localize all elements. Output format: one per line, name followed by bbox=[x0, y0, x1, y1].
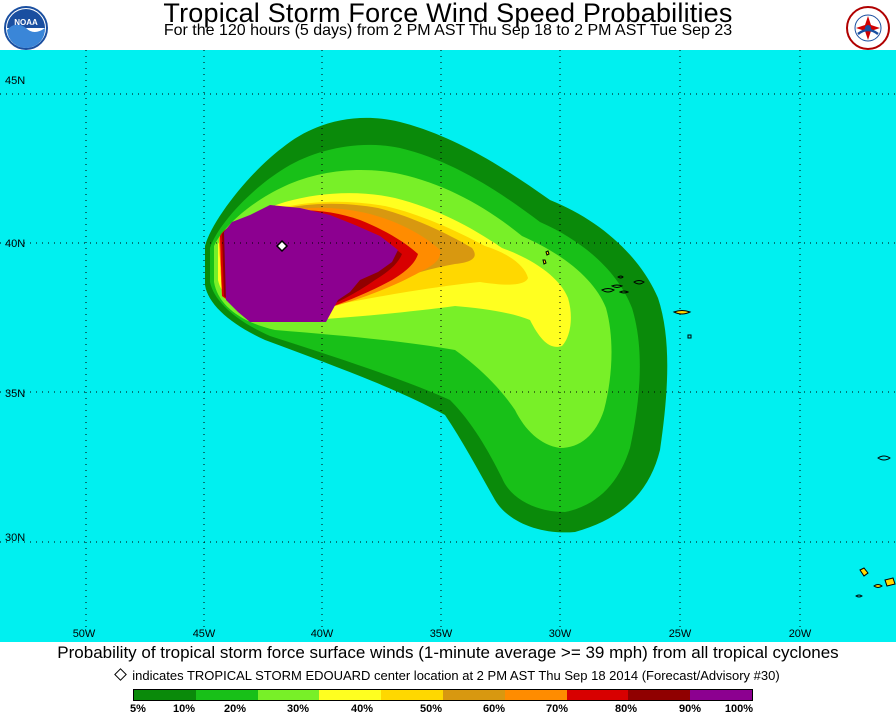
lat-label: 40N bbox=[5, 238, 25, 250]
legend-color-bar bbox=[133, 689, 753, 701]
lon-label: 35W bbox=[430, 628, 453, 640]
lat-label: 45N bbox=[5, 75, 25, 87]
legend-label: 10% bbox=[172, 703, 196, 715]
legend-label: 90% bbox=[678, 703, 702, 715]
header: NOAA Tropical Storm Force Wind Speed Pro… bbox=[0, 0, 896, 50]
legend-label: 50% bbox=[419, 703, 443, 715]
storm-indicator-line: indicates TROPICAL STORM EDOUARD center … bbox=[0, 668, 896, 683]
longitude-labels: 50W 45W 40W 35W 30W 25W 20W bbox=[73, 628, 812, 640]
latitude-labels: 45N 40N 35N 30N bbox=[5, 75, 25, 544]
legend-swatch bbox=[504, 690, 567, 700]
legend-label: 5% bbox=[130, 703, 146, 715]
lon-label: 45W bbox=[193, 628, 216, 640]
lon-label: 25W bbox=[669, 628, 692, 640]
legend-swatch bbox=[195, 690, 258, 700]
noaa-logo-icon: NOAA bbox=[4, 6, 48, 50]
legend-label: 60% bbox=[482, 703, 506, 715]
storm-indicator-text: indicates TROPICAL STORM EDOUARD center … bbox=[132, 668, 780, 683]
lon-label: 30W bbox=[549, 628, 572, 640]
page-subtitle: For the 120 hours (5 days) from 2 PM AST… bbox=[163, 22, 733, 39]
legend-swatch bbox=[628, 690, 691, 700]
legend-swatch bbox=[381, 690, 443, 700]
legend-label: 70% bbox=[545, 703, 569, 715]
lat-label: 35N bbox=[5, 388, 25, 400]
lon-label: 20W bbox=[789, 628, 812, 640]
diamond-icon bbox=[114, 668, 128, 681]
lon-label: 40W bbox=[311, 628, 334, 640]
storm-center-diamond-icon bbox=[275, 239, 289, 253]
lon-label: 50W bbox=[73, 628, 96, 640]
nws-logo-icon bbox=[846, 6, 890, 50]
madeira-islands bbox=[877, 455, 891, 461]
legend-swatch bbox=[319, 690, 382, 700]
contour-90-percent bbox=[224, 205, 398, 322]
canary-islands bbox=[855, 567, 896, 598]
probability-map: 45N 40N 35N 30N 50W 45W 40W 35W 30W 25W … bbox=[0, 50, 896, 642]
azores-islands bbox=[542, 250, 692, 339]
legend-swatch bbox=[134, 690, 196, 700]
footer: Probability of tropical storm force surf… bbox=[0, 642, 896, 716]
legend-label: 20% bbox=[223, 703, 247, 715]
graticule bbox=[0, 50, 896, 630]
legend-label: 80% bbox=[614, 703, 638, 715]
legend-label: 30% bbox=[286, 703, 310, 715]
page-title: Tropical Storm Force Wind Speed Probabil… bbox=[163, 0, 733, 28]
legend-swatch bbox=[566, 690, 629, 700]
legend-swatch bbox=[442, 690, 505, 700]
lat-label: 30N bbox=[5, 532, 25, 544]
legend-swatch bbox=[690, 690, 752, 700]
legend-label: 40% bbox=[350, 703, 374, 715]
map-caption: Probability of tropical storm force surf… bbox=[57, 643, 839, 662]
legend-swatch bbox=[257, 690, 320, 700]
legend-label: 100% bbox=[724, 703, 754, 715]
svg-text:NOAA: NOAA bbox=[14, 18, 38, 27]
